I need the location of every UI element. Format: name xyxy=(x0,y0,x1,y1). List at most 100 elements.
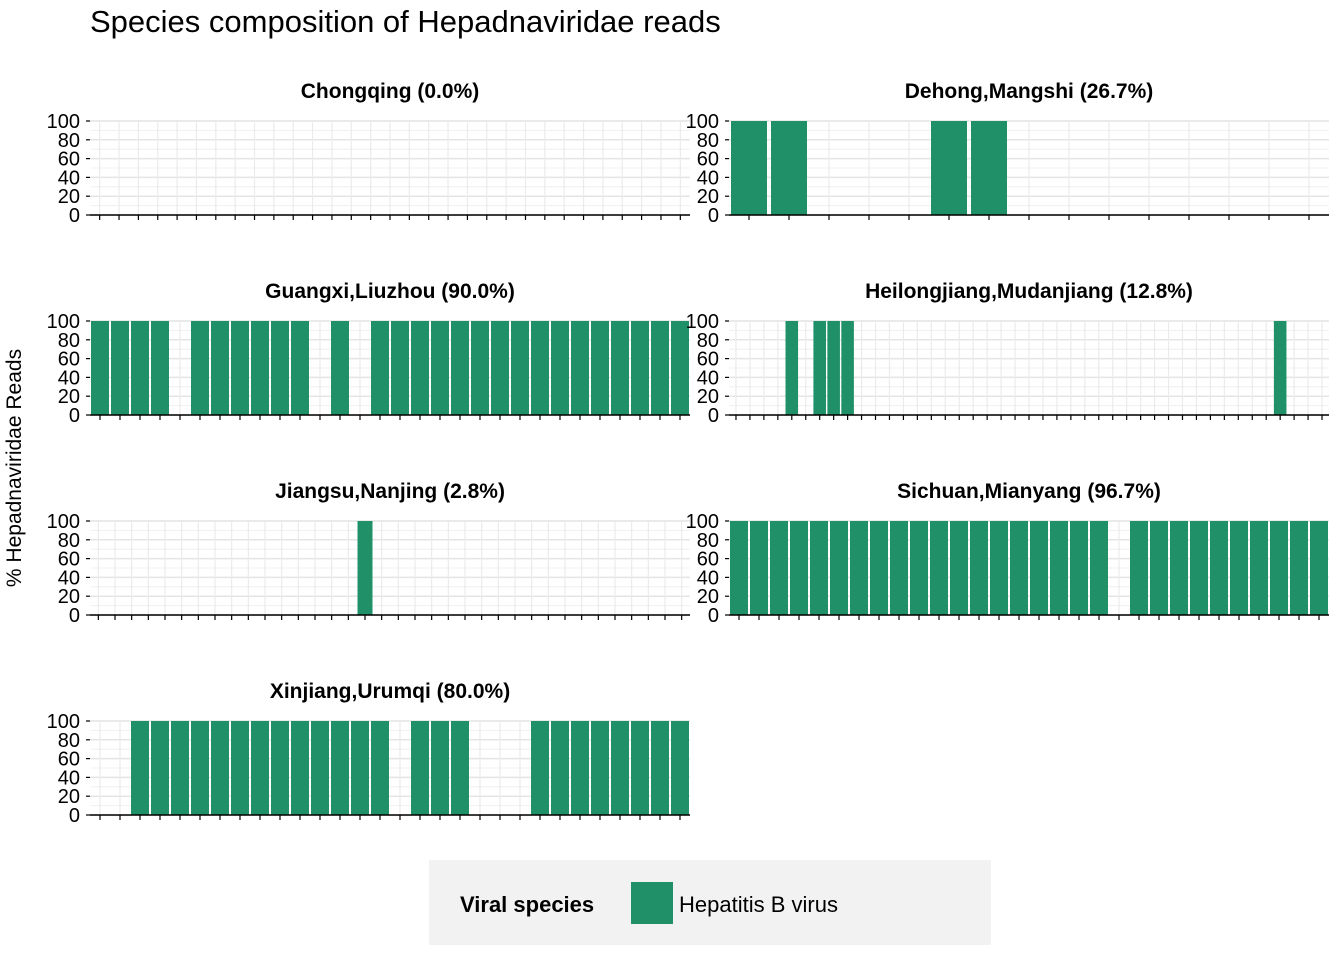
y-tick-label: 100 xyxy=(686,311,719,333)
bar xyxy=(813,321,826,415)
bar xyxy=(411,721,429,815)
bar xyxy=(1273,321,1287,415)
bar xyxy=(830,521,848,615)
bar xyxy=(870,521,888,615)
y-tick-label: 0 xyxy=(69,205,80,227)
y-tick-label: 40 xyxy=(58,767,80,789)
bar xyxy=(191,721,209,815)
bar xyxy=(311,721,329,815)
y-tick-label: 80 xyxy=(58,330,80,352)
panel-3: Heilongjiang,Mudanjiang (12.8%) 020406080… xyxy=(686,280,1329,427)
bar xyxy=(431,321,449,415)
bar xyxy=(790,521,808,615)
y-tick-label: 0 xyxy=(708,205,719,227)
bar xyxy=(1290,521,1308,615)
bar xyxy=(271,721,289,815)
bar xyxy=(231,721,249,815)
bar xyxy=(1250,521,1268,615)
legend-title: Viral species xyxy=(460,892,594,917)
bar xyxy=(931,121,967,215)
bar xyxy=(531,721,549,815)
y-tick-label: 20 xyxy=(697,386,719,408)
y-tick-label: 100 xyxy=(47,111,80,133)
bar xyxy=(671,321,689,415)
y-tick-label: 80 xyxy=(58,130,80,152)
y-tick-label: 60 xyxy=(697,549,719,571)
bar xyxy=(211,321,229,415)
bar xyxy=(291,721,309,815)
bar xyxy=(231,321,249,415)
bar xyxy=(391,321,409,415)
bar xyxy=(1170,521,1188,615)
y-axis-label: % Hepadnaviridae Reads xyxy=(3,349,26,587)
bar xyxy=(1050,521,1068,615)
bar xyxy=(251,321,269,415)
bar xyxy=(631,321,649,415)
y-tick-label: 40 xyxy=(58,567,80,589)
bar xyxy=(910,521,928,615)
bar xyxy=(810,521,828,615)
bar xyxy=(731,121,767,215)
y-tick-label: 60 xyxy=(697,349,719,371)
y-tick-label: 60 xyxy=(58,149,80,171)
y-tick-label: 40 xyxy=(58,367,80,389)
y-tick-label: 0 xyxy=(708,405,719,427)
panel-title: Jiangsu,Nanjing (2.8%) xyxy=(275,480,505,503)
bar xyxy=(431,721,449,815)
y-tick-label: 100 xyxy=(47,511,80,533)
y-tick-label: 60 xyxy=(697,149,719,171)
y-tick-label: 20 xyxy=(58,586,80,608)
y-tick-label: 40 xyxy=(58,167,80,189)
legend-label: Hepatitis B virus xyxy=(679,892,838,917)
legend-background xyxy=(429,860,991,945)
bar xyxy=(511,321,529,415)
y-tick-label: 100 xyxy=(47,311,80,333)
bar xyxy=(651,721,669,815)
y-tick-label: 60 xyxy=(58,549,80,571)
bar xyxy=(950,521,968,615)
bar xyxy=(1130,521,1148,615)
bar xyxy=(970,521,988,615)
y-tick-label: 20 xyxy=(58,386,80,408)
bar xyxy=(91,321,109,415)
bar xyxy=(451,321,469,415)
y-tick-label: 60 xyxy=(58,349,80,371)
y-tick-label: 80 xyxy=(697,330,719,352)
bar xyxy=(357,521,373,615)
bar xyxy=(491,321,509,415)
bar xyxy=(151,321,169,415)
bar xyxy=(1090,521,1108,615)
y-tick-label: 0 xyxy=(708,605,719,627)
y-tick-label: 80 xyxy=(58,730,80,752)
panel-title: Xinjiang,Urumqi (80.0%) xyxy=(270,680,510,703)
bar xyxy=(111,321,129,415)
bar xyxy=(451,721,469,815)
bar xyxy=(1210,521,1228,615)
bar xyxy=(1270,521,1288,615)
bar xyxy=(890,521,908,615)
bar xyxy=(551,321,569,415)
bar xyxy=(730,521,748,615)
y-tick-label: 20 xyxy=(697,186,719,208)
bar xyxy=(971,121,1007,215)
bar xyxy=(1190,521,1208,615)
y-tick-label: 0 xyxy=(69,605,80,627)
bar xyxy=(611,321,629,415)
bar xyxy=(591,721,609,815)
bar xyxy=(471,321,489,415)
y-tick-label: 40 xyxy=(697,167,719,189)
y-tick-label: 80 xyxy=(58,530,80,552)
bar xyxy=(331,721,349,815)
bar xyxy=(191,321,209,415)
chart-title: Species composition of Hepadnaviridae re… xyxy=(90,4,721,39)
bar xyxy=(611,721,629,815)
bar xyxy=(571,721,589,815)
y-tick-label: 20 xyxy=(58,186,80,208)
bar xyxy=(351,721,369,815)
y-tick-label: 0 xyxy=(69,405,80,427)
